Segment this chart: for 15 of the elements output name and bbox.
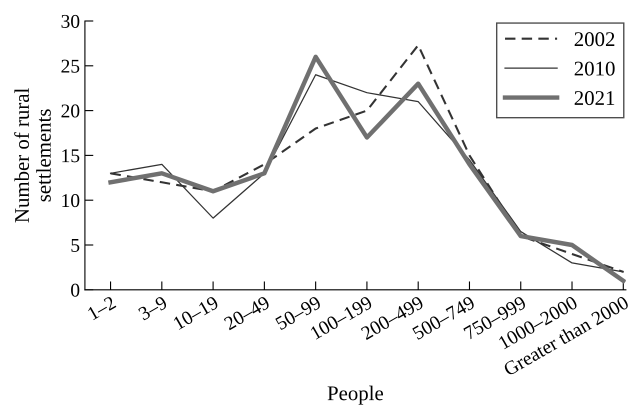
legend-label: 2002	[574, 32, 614, 46]
x-tick-label: 1–2	[87, 296, 116, 320]
y-tick-label: 25	[61, 60, 80, 73]
x-axis-title: People	[328, 386, 384, 405]
y-tick-label: 20	[61, 104, 80, 118]
y-tick-label: 10	[62, 194, 80, 208]
x-tick-label: 10–19	[172, 296, 220, 330]
legend-label: 2010	[574, 62, 615, 76]
x-tick-label: 3–9	[138, 296, 168, 321]
y-tick-label: 15	[62, 149, 80, 162]
y-tick-label: 0	[71, 284, 80, 297]
y-tick-label: 30	[62, 14, 80, 28]
y-tick-label: 5	[71, 239, 80, 252]
legend-label: 2021	[574, 91, 614, 106]
y-axis-title: Number of rural settlements	[14, 88, 51, 222]
